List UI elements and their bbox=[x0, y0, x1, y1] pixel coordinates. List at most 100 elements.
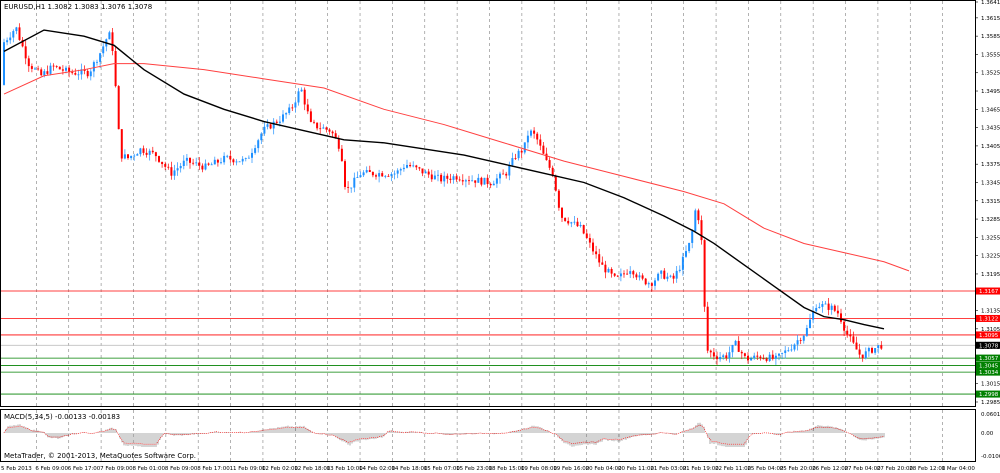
candle-body bbox=[216, 159, 219, 163]
candle-body bbox=[585, 233, 588, 239]
candle-body bbox=[815, 307, 818, 312]
candle-body bbox=[716, 356, 718, 360]
y-tick-label: 1.3345 bbox=[981, 180, 1000, 186]
candle-body bbox=[604, 264, 607, 273]
level-labels: 1.31671.31221.30951.30781.30571.30451.30… bbox=[976, 287, 1000, 398]
candle-body bbox=[371, 172, 374, 176]
candle-body bbox=[387, 175, 390, 177]
candle-body bbox=[833, 305, 836, 311]
candle-body bbox=[511, 158, 514, 166]
candle-body bbox=[477, 177, 480, 183]
candle-body bbox=[294, 102, 297, 108]
candle-body bbox=[89, 71, 92, 77]
candle-body bbox=[607, 268, 610, 273]
y-tick-label: 1.3315 bbox=[981, 199, 1000, 205]
candle-body bbox=[595, 251, 598, 255]
candle-body bbox=[579, 225, 582, 227]
y-tick-label: 1.3555 bbox=[981, 52, 1000, 58]
candle-body bbox=[406, 164, 408, 168]
macd-scale-label: 0.00 bbox=[981, 431, 994, 437]
candle-body bbox=[291, 107, 294, 109]
candle-body bbox=[598, 254, 601, 263]
candle-body bbox=[396, 170, 399, 174]
candle-body bbox=[136, 154, 139, 156]
candle-body bbox=[719, 356, 722, 360]
x-tick-label: 20 Feb 11:00 bbox=[618, 466, 655, 472]
candle-body bbox=[880, 345, 883, 349]
chart-header: EURUSD,H1 1.3082 1.3083 1.3076 1.3078 bbox=[4, 3, 152, 11]
candle-body bbox=[334, 133, 337, 139]
candle-body bbox=[309, 111, 312, 122]
candle-body bbox=[241, 158, 244, 162]
candle-body bbox=[440, 174, 443, 182]
candle-body bbox=[787, 350, 790, 352]
candle-body bbox=[740, 351, 743, 354]
candle-body bbox=[771, 354, 774, 359]
candle-body bbox=[827, 303, 830, 310]
candle-body bbox=[430, 174, 433, 180]
candle-body bbox=[86, 70, 89, 77]
y-tick-label: 1.3585 bbox=[981, 34, 1000, 40]
candle-body bbox=[660, 270, 663, 274]
candle-body bbox=[464, 180, 467, 182]
candle-body bbox=[173, 170, 176, 176]
candle-body bbox=[99, 53, 102, 62]
candle-body bbox=[127, 154, 129, 159]
candle-body bbox=[793, 344, 796, 350]
candle-body bbox=[102, 46, 105, 54]
candle-body bbox=[418, 167, 421, 169]
x-tick-label: 12 Feb 18:00 bbox=[294, 466, 331, 472]
candle-body bbox=[709, 350, 712, 353]
candle-body bbox=[601, 262, 604, 265]
candle-body bbox=[235, 161, 238, 163]
candle-body bbox=[325, 127, 328, 130]
candle-body bbox=[393, 173, 396, 175]
candle-body bbox=[650, 283, 653, 286]
candle-body bbox=[49, 65, 52, 74]
candle-body bbox=[229, 155, 232, 160]
candle-body bbox=[530, 130, 532, 136]
candle-body bbox=[27, 58, 30, 67]
candle-body bbox=[536, 133, 539, 140]
candle-body bbox=[288, 107, 291, 114]
candle-body bbox=[669, 275, 672, 277]
x-tick-label: 20 Feb 04:00 bbox=[586, 466, 623, 472]
candle-body bbox=[561, 207, 563, 218]
candle-body bbox=[96, 61, 98, 63]
y-tick-label: 1.3405 bbox=[981, 144, 1000, 150]
candle-body bbox=[185, 157, 188, 161]
candle-body bbox=[421, 168, 424, 174]
candle-body bbox=[750, 358, 753, 361]
candle-body bbox=[632, 271, 635, 275]
candle-body bbox=[520, 150, 523, 153]
candle-body bbox=[799, 340, 802, 342]
candle-body bbox=[207, 163, 210, 165]
candle-body bbox=[747, 355, 749, 361]
level-label: 1.3122 bbox=[979, 316, 998, 322]
level-label-bg bbox=[976, 390, 1000, 398]
y-tick-label: 1.3495 bbox=[981, 89, 1000, 95]
candle-body bbox=[610, 268, 613, 274]
candle-body bbox=[220, 162, 222, 164]
candle-body bbox=[189, 157, 191, 163]
candle-body bbox=[201, 165, 204, 170]
candle-body bbox=[681, 256, 684, 270]
candle-body bbox=[654, 280, 656, 286]
candle-body bbox=[145, 152, 148, 155]
candle-body bbox=[678, 269, 681, 271]
candle-body bbox=[21, 39, 24, 47]
y-tick-label: 1.3375 bbox=[981, 162, 1000, 168]
candle-body bbox=[161, 161, 164, 165]
candle-body bbox=[15, 27, 18, 32]
candle-body bbox=[805, 327, 808, 336]
candle-body bbox=[663, 270, 666, 279]
candle-body bbox=[619, 273, 622, 277]
candle-body bbox=[570, 222, 573, 224]
candle-body bbox=[399, 169, 402, 171]
candle-body bbox=[582, 225, 585, 234]
macd-values: -0.00133 -0.00183 bbox=[54, 413, 121, 421]
candle-body bbox=[461, 180, 464, 182]
candle-body bbox=[375, 175, 377, 177]
x-tick-label: 15 Feb 07:00 bbox=[424, 466, 461, 472]
